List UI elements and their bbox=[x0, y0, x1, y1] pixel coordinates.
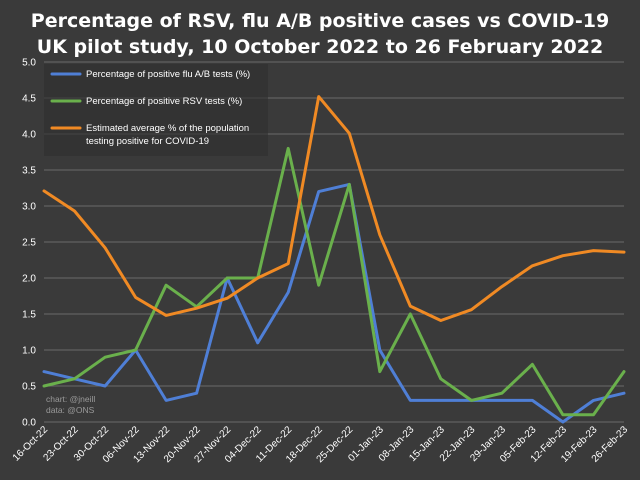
legend-label-flu: Percentage of positive flu A/B tests (%) bbox=[86, 69, 250, 80]
series-lines bbox=[42, 95, 626, 424]
legend-box bbox=[44, 64, 268, 156]
y-tick-label-3.0: 3.0 bbox=[22, 202, 36, 213]
legend-label-covid-line-1: Estimated average % of the population bbox=[86, 123, 249, 134]
chart-title-line-2: UK pilot study, 10 October 2022 to 26 Fe… bbox=[37, 36, 603, 58]
y-tick-label-2.5: 2.5 bbox=[22, 238, 36, 249]
y-tick-label-1.5: 1.5 bbox=[22, 310, 36, 321]
y-tick-label-3.5: 3.5 bbox=[22, 166, 36, 177]
series-line-covid bbox=[42, 95, 626, 322]
y-tick-label-2.0: 2.0 bbox=[22, 274, 36, 285]
y-tick-label-4.0: 4.0 bbox=[22, 130, 36, 141]
y-tick-label-0.5: 0.5 bbox=[22, 382, 36, 393]
legend-label-covid-line-2: testing positive for COVID-19 bbox=[86, 136, 209, 147]
chart-title-line-1: Percentage of RSV, flu A/B positive case… bbox=[31, 10, 609, 32]
series-line-rsv bbox=[42, 146, 626, 417]
legend-label-rsv: Percentage of positive RSV tests (%) bbox=[86, 96, 242, 107]
y-axis-ticks: 0.0 0.5 1.0 1.5 2.0 2.5 3.0 3.5 4.0 4.5 5.0 bbox=[22, 58, 36, 429]
y-tick-label-5.0: 5.0 bbox=[22, 58, 36, 69]
credit-data: data: @ONS bbox=[46, 405, 95, 415]
credit-chart: chart: @jneill bbox=[46, 394, 95, 404]
legend: Percentage of positive flu A/B tests (%)… bbox=[44, 64, 268, 156]
y-tick-label-4.5: 4.5 bbox=[22, 94, 36, 105]
series-line-flu bbox=[42, 182, 626, 424]
y-tick-label-0.0: 0.0 bbox=[22, 418, 36, 429]
y-tick-label-1.0: 1.0 bbox=[22, 346, 36, 357]
